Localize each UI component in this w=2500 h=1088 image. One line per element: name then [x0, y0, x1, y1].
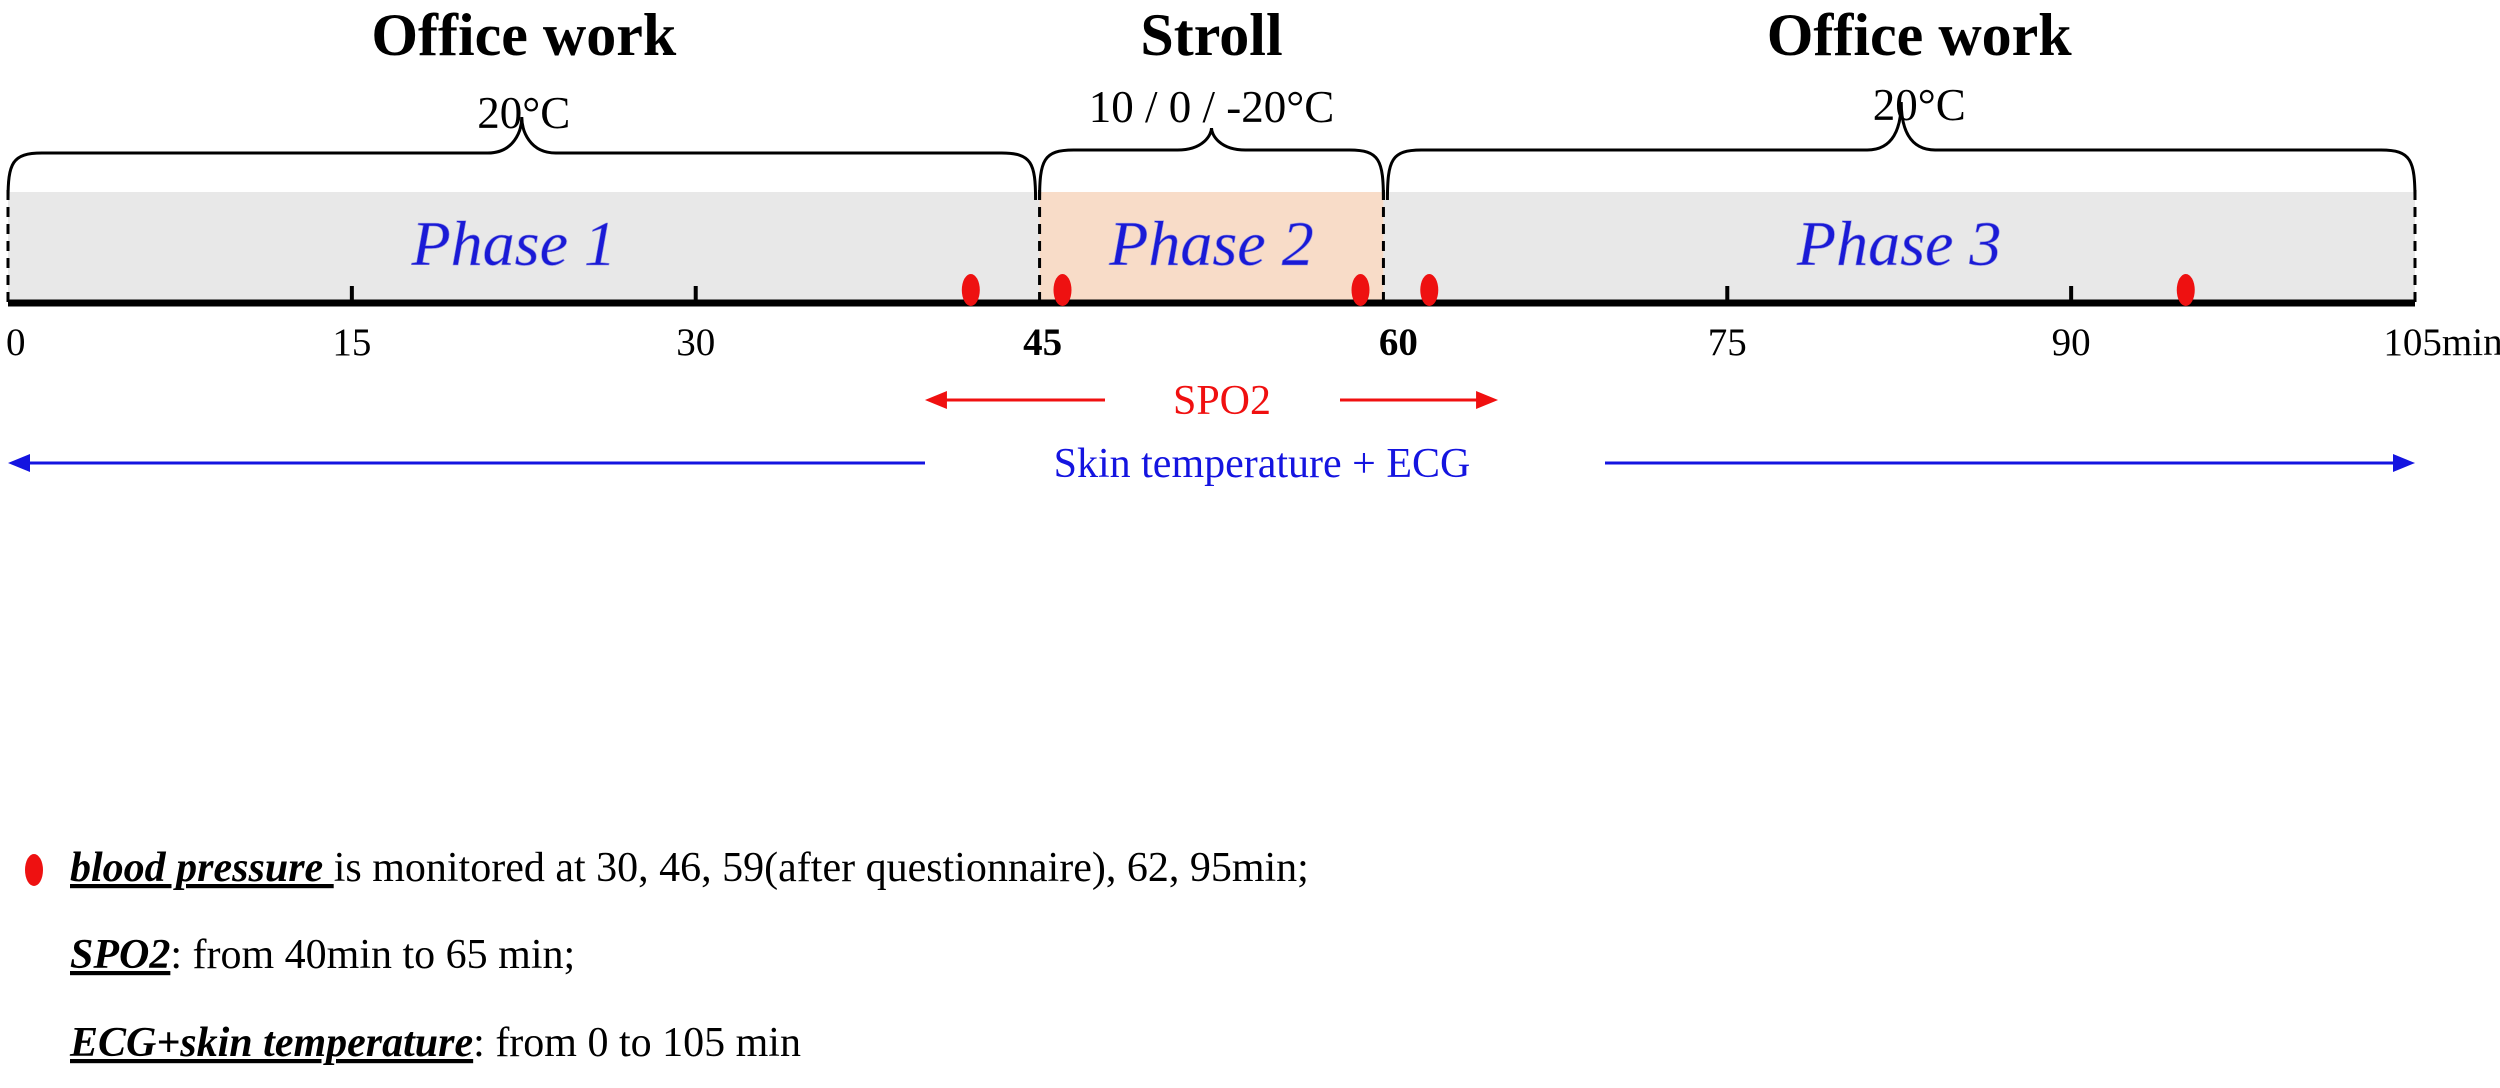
blood-pressure-marker — [1420, 274, 1439, 306]
time-axis: 0 15 30 45 60 75 90 105min — [6, 190, 2500, 364]
axis-tick-label-0: 0 — [6, 321, 26, 364]
blood-pressure-marker — [1351, 274, 1370, 306]
spo2-arrow-right-head — [1476, 391, 1499, 409]
spo2-arrow-label: SPO2 — [1173, 378, 1271, 424]
blood-pressure-marker — [1053, 274, 1072, 306]
phase-braces — [6, 101, 2417, 201]
skin-ecg-arrow-left-head — [8, 454, 30, 472]
phase-3-label: Phase 3 — [1796, 208, 2001, 279]
legend-spo2-text: : from 40min to 65 min; — [170, 932, 575, 978]
legend-bp-term: blood pressure — [70, 845, 334, 891]
spo2-arrow-left-head — [924, 391, 947, 409]
blood-pressure-markers — [961, 274, 2195, 306]
axis-tick-label-60: 60 — [1379, 321, 1418, 364]
segment-2-title: Stroll — [1140, 2, 1282, 68]
axis-tick-label-30: 30 — [676, 321, 715, 364]
skin-ecg-arrow-label: Skin temperature + ECG — [1054, 441, 1471, 487]
legend-ecg-text: : from 0 to 105 min — [473, 1020, 801, 1066]
axis-tick-label-75: 75 — [1708, 321, 1747, 364]
phase-1-label: Phase 1 — [411, 208, 616, 279]
legend-bp-line: blood pressure is monitored at 30, 46, 5… — [70, 845, 1309, 891]
skin-ecg-arrow-right-head — [2393, 454, 2415, 472]
segment-1-title: Office work — [371, 2, 677, 68]
legend-spo2-term: SPO2 — [70, 932, 170, 978]
phase-3-brace — [1385, 101, 2417, 201]
phase-shading: Phase 1 Phase 2 Phase 3 — [8, 192, 2415, 303]
phase-3-shade — [1383, 192, 2415, 303]
legend-bp-text: is monitored at 30, 46, 59(after questio… — [334, 845, 1309, 891]
phase-2-label: Phase 2 — [1108, 208, 1313, 279]
phase-1-shade — [8, 192, 1040, 303]
legend-ecg-term: ECG+skin temperature — [69, 1020, 473, 1066]
segment-2-temperature: 10 / 0 / -20°C — [1089, 82, 1335, 132]
segment-3-temperature: 20°C — [1873, 80, 1966, 130]
axis-tick-label-15: 15 — [332, 321, 371, 364]
legend-bp-marker-icon — [25, 854, 43, 886]
legend-spo2-line: SPO2: from 40min to 65 min; — [70, 932, 575, 978]
legend: blood pressure is monitored at 30, 46, 5… — [25, 845, 1309, 1066]
axis-tick-label-105: 105min — [2383, 321, 2500, 364]
segment-1-temperature: 20°C — [477, 88, 570, 138]
phase-2-brace — [1038, 127, 1385, 201]
phase-1-brace — [6, 116, 1038, 201]
phase-headings: Office work 20°C Stroll 10 / 0 / -20°C Offic… — [371, 2, 2072, 138]
legend-ecg-line: ECG+skin temperature: from 0 to 105 min — [69, 1020, 801, 1066]
measurement-arrows: SPO2 Skin temperature + ECG — [8, 378, 2415, 487]
blood-pressure-marker — [961, 274, 980, 306]
phase-2-shade — [1039, 192, 1384, 303]
blood-pressure-marker — [2176, 274, 2195, 306]
segment-3-title: Office work — [1767, 2, 2073, 68]
axis-tick-label-90: 90 — [2052, 321, 2091, 364]
axis-tick-label-45: 45 — [1023, 321, 1062, 364]
